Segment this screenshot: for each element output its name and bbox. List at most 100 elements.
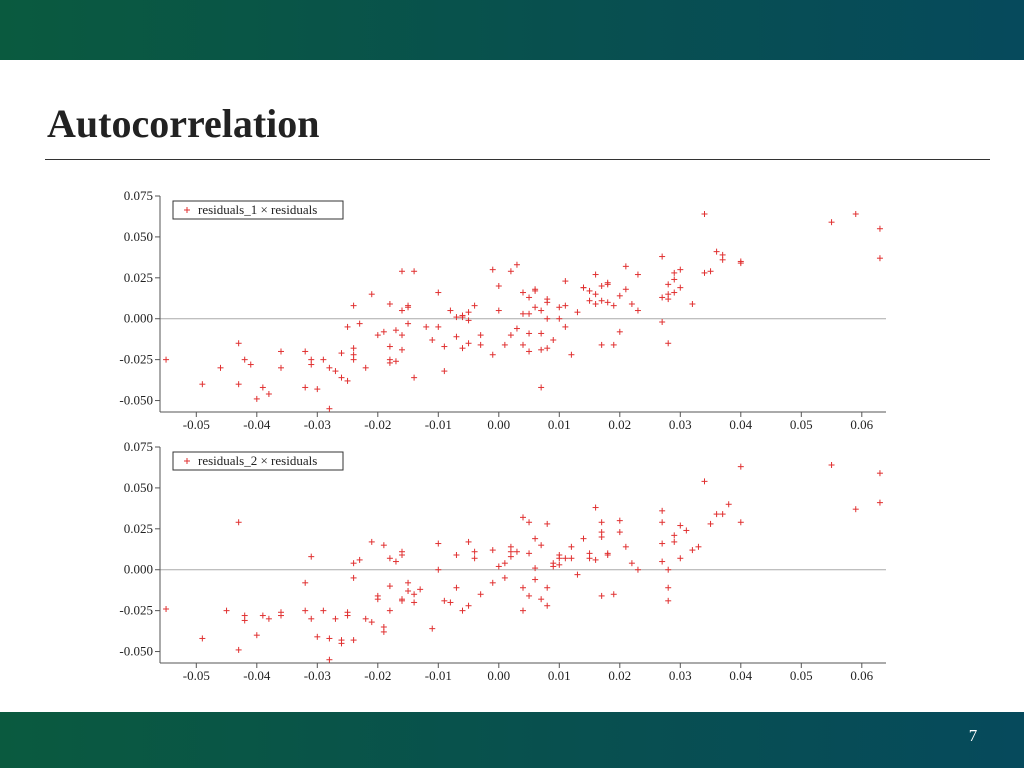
data-point (544, 602, 551, 609)
data-point (677, 266, 684, 273)
data-point (265, 615, 272, 622)
data-point (223, 607, 230, 614)
data-point (520, 310, 526, 317)
data-point (671, 538, 678, 545)
data-point (392, 558, 399, 565)
legend-marker (184, 458, 190, 464)
data-point (659, 507, 666, 514)
data-point (320, 356, 327, 363)
data-point (465, 340, 472, 347)
data-point (659, 319, 666, 325)
data-point (574, 309, 581, 316)
data-point (405, 320, 412, 327)
data-point (634, 566, 641, 573)
x-tick-label: 0.05 (790, 668, 813, 683)
data-point (495, 283, 502, 289)
x-tick-label: 0.03 (669, 417, 692, 432)
data-point (737, 463, 744, 470)
data-point (707, 520, 714, 527)
x-tick-label: -0.02 (364, 417, 391, 432)
data-point (368, 291, 375, 298)
data-point (592, 504, 599, 511)
data-point (435, 540, 442, 547)
data-point (411, 599, 418, 606)
data-point (320, 607, 327, 614)
data-point (526, 294, 533, 301)
data-point (362, 364, 369, 371)
data-point (302, 384, 309, 391)
data-point (513, 325, 520, 332)
data-point (532, 304, 539, 311)
x-tick-label: -0.02 (364, 668, 391, 683)
data-point (556, 561, 563, 568)
data-point (253, 632, 260, 639)
data-point (199, 381, 206, 388)
data-point (538, 596, 545, 603)
x-tick-label: 0.00 (487, 668, 510, 683)
data-point (568, 351, 575, 358)
data-point (538, 384, 545, 391)
data-point (278, 612, 284, 619)
data-point (278, 364, 284, 371)
data-point (538, 346, 545, 353)
data-point (677, 522, 684, 529)
data-point (876, 499, 883, 506)
data-point (465, 538, 472, 545)
y-tick-label: 0.025 (124, 270, 153, 285)
data-point (453, 333, 460, 340)
data-point (241, 612, 248, 619)
page-number: 7 (968, 726, 978, 745)
data-point (598, 341, 605, 348)
data-point (701, 269, 708, 276)
data-point (876, 470, 883, 477)
x-tick-label: -0.05 (183, 668, 210, 683)
data-point (616, 292, 623, 299)
y-tick-label: 0.050 (124, 480, 153, 495)
data-point (302, 607, 309, 614)
y-tick-label: 0.075 (124, 188, 153, 203)
data-point (465, 309, 472, 316)
data-point (356, 320, 363, 327)
data-point (459, 345, 466, 352)
data-point (526, 330, 533, 337)
data-point (507, 553, 514, 560)
x-tick-label: -0.04 (243, 668, 271, 683)
data-point (671, 276, 678, 283)
title-divider (45, 159, 990, 160)
data-point (520, 607, 526, 614)
data-point (556, 304, 563, 311)
x-tick-label: -0.05 (183, 417, 210, 432)
data-point (513, 261, 520, 268)
y-tick-label: 0.075 (124, 439, 153, 454)
data-point (350, 302, 357, 309)
data-point (556, 315, 563, 322)
data-point (441, 597, 448, 604)
data-point (489, 351, 496, 358)
data-point (278, 348, 284, 355)
data-point (459, 607, 466, 614)
data-point (544, 299, 551, 306)
data-point (550, 563, 557, 570)
data-point (550, 337, 557, 343)
data-point (338, 640, 345, 647)
data-point (520, 584, 526, 591)
data-point (423, 323, 430, 330)
data-point (556, 555, 563, 562)
data-point (489, 547, 496, 554)
data-point (532, 286, 539, 293)
data-point (598, 283, 605, 289)
data-point (453, 314, 460, 321)
data-point (737, 258, 744, 265)
data-point (671, 289, 678, 296)
y-tick-label: -0.025 (119, 352, 153, 367)
data-point (435, 566, 442, 573)
data-point (386, 301, 393, 307)
data-point (332, 368, 339, 375)
data-point (392, 327, 399, 334)
data-point (592, 301, 599, 307)
data-point (314, 386, 321, 393)
data-point (538, 307, 545, 314)
data-point (163, 606, 170, 612)
data-point (459, 314, 466, 321)
